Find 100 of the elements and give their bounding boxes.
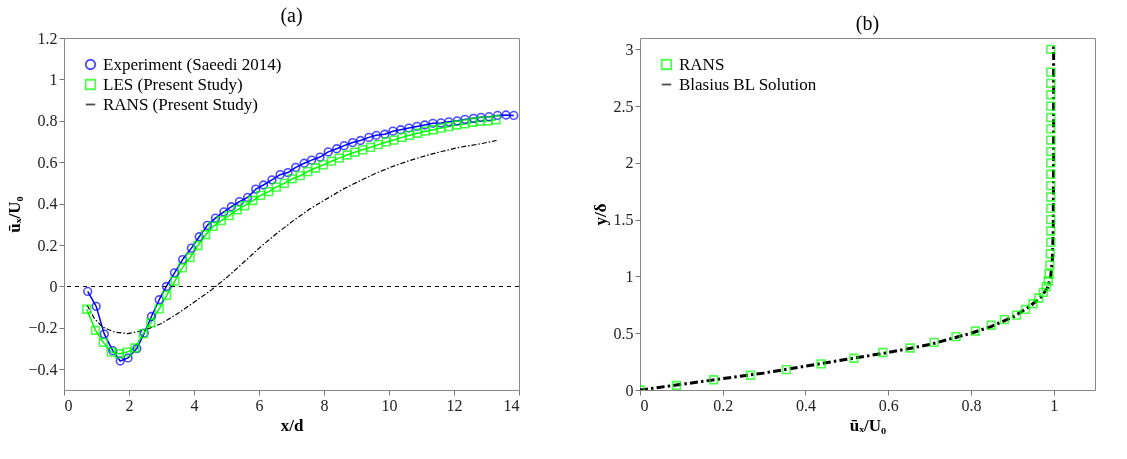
point (781, 364, 792, 375)
y-tick-label: 1.5 (613, 211, 634, 229)
point (332, 144, 342, 154)
point (1046, 226, 1056, 236)
point (347, 137, 358, 148)
point (232, 205, 242, 215)
point (146, 311, 157, 322)
point (451, 120, 462, 130)
point (436, 118, 446, 128)
point (373, 139, 383, 150)
point (475, 116, 485, 126)
point (420, 126, 431, 136)
point (303, 166, 313, 177)
legend-label: RANS (Present Study) (103, 94, 258, 114)
y-tick-label: 0.8 (37, 112, 58, 130)
point (397, 132, 407, 143)
point (460, 114, 470, 125)
point (1046, 146, 1056, 157)
point (492, 110, 503, 121)
point (1046, 124, 1056, 134)
point (371, 130, 381, 140)
point (970, 326, 981, 336)
point (202, 220, 212, 231)
point (82, 304, 92, 314)
point (1020, 304, 1031, 315)
y-tick-label: −0.2 (28, 319, 58, 337)
point (468, 113, 479, 123)
point (476, 112, 486, 122)
point (318, 160, 329, 170)
point (1046, 90, 1056, 100)
point (194, 232, 204, 242)
point (365, 142, 376, 152)
point (929, 337, 939, 347)
point (283, 167, 293, 178)
point (226, 202, 237, 212)
y-tick-label: 1 (625, 267, 634, 285)
legend-label: LES (Present Study) (103, 74, 243, 94)
legend-label: Blasius BL Solution (679, 74, 817, 94)
y-tick-label: 3 (625, 40, 634, 58)
y-tick-label: 0 (49, 277, 58, 295)
point (708, 375, 719, 385)
point (1046, 101, 1056, 111)
point (412, 128, 423, 138)
point (315, 152, 325, 162)
point (484, 112, 494, 122)
point (251, 184, 261, 194)
point (1038, 287, 1048, 298)
point (216, 215, 226, 226)
point (342, 150, 352, 160)
point (1046, 158, 1056, 168)
point (310, 163, 321, 173)
point (267, 175, 277, 185)
point (264, 186, 274, 197)
point (1043, 276, 1053, 286)
point (951, 331, 961, 342)
point (389, 135, 399, 145)
point (279, 178, 290, 189)
legend-label: Experiment (Saeedi 2014) (103, 54, 282, 74)
point (412, 121, 422, 132)
point (1046, 44, 1056, 55)
point (999, 314, 1010, 325)
x-tick-label: 0.8 (961, 396, 982, 414)
point (436, 123, 446, 133)
chart-title: (b) (855, 12, 880, 35)
x-axis-title: x/d (280, 415, 304, 435)
chart-title: (a) (280, 4, 303, 27)
point (154, 295, 164, 305)
point (428, 118, 438, 128)
point (1046, 192, 1056, 202)
point (1046, 112, 1056, 123)
point (1046, 237, 1056, 248)
y-tick-label: 0.4 (37, 195, 58, 213)
point (162, 290, 172, 301)
point (208, 221, 218, 232)
point (255, 190, 266, 201)
point (381, 137, 392, 147)
point (350, 147, 360, 157)
point (275, 169, 285, 180)
point (1046, 203, 1056, 213)
x-tick-label: 10 (381, 396, 398, 414)
x-tick-label: 0.2 (713, 396, 734, 414)
point (444, 117, 454, 127)
x-tick-label: 2 (125, 396, 134, 414)
point (210, 213, 221, 223)
point (355, 135, 366, 146)
point (1046, 78, 1056, 89)
point (326, 156, 337, 166)
point (234, 196, 245, 207)
point (1044, 269, 1054, 279)
y-tick-label: 2 (625, 154, 634, 172)
point (483, 116, 493, 126)
point (306, 155, 317, 165)
point (170, 276, 180, 286)
point (219, 207, 229, 217)
point (185, 252, 195, 263)
point (240, 201, 250, 211)
point (169, 268, 180, 278)
point (123, 353, 133, 363)
point (114, 349, 124, 359)
point (460, 119, 470, 129)
